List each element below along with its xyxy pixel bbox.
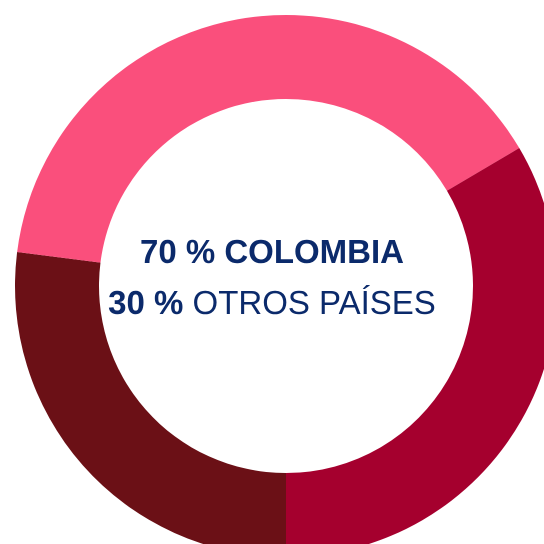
center-label-otros-text: OTROS PAÍSES (183, 284, 436, 321)
donut-segment-3 (15, 252, 286, 544)
donut-segment-2 (286, 148, 544, 544)
center-label-otros-paises: 30 % OTROS PAÍSES (0, 283, 544, 323)
donut-segment-1 (286, 15, 520, 191)
center-label-colombia: 70 % COLOMBIA (139, 233, 405, 270)
donut-segment-4 (17, 15, 287, 263)
center-label-otros-percent: 30 % (108, 284, 184, 321)
